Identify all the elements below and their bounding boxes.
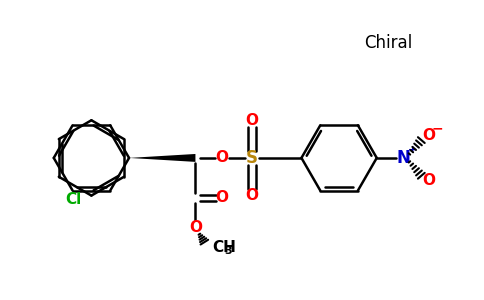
Text: −: − — [431, 121, 443, 135]
Text: Chiral: Chiral — [364, 34, 413, 52]
Text: 3: 3 — [224, 246, 232, 256]
Text: O: O — [189, 220, 202, 235]
Text: O: O — [422, 128, 435, 142]
Text: N: N — [396, 149, 410, 167]
Polygon shape — [129, 154, 196, 162]
Text: O: O — [216, 150, 228, 165]
Text: O: O — [245, 188, 258, 203]
Text: O: O — [422, 173, 435, 188]
Text: O: O — [245, 113, 258, 128]
Text: +: + — [408, 145, 417, 155]
Text: CH: CH — [212, 240, 236, 255]
Text: O: O — [216, 190, 228, 205]
Text: S: S — [246, 149, 258, 167]
Text: Cl: Cl — [65, 192, 82, 207]
